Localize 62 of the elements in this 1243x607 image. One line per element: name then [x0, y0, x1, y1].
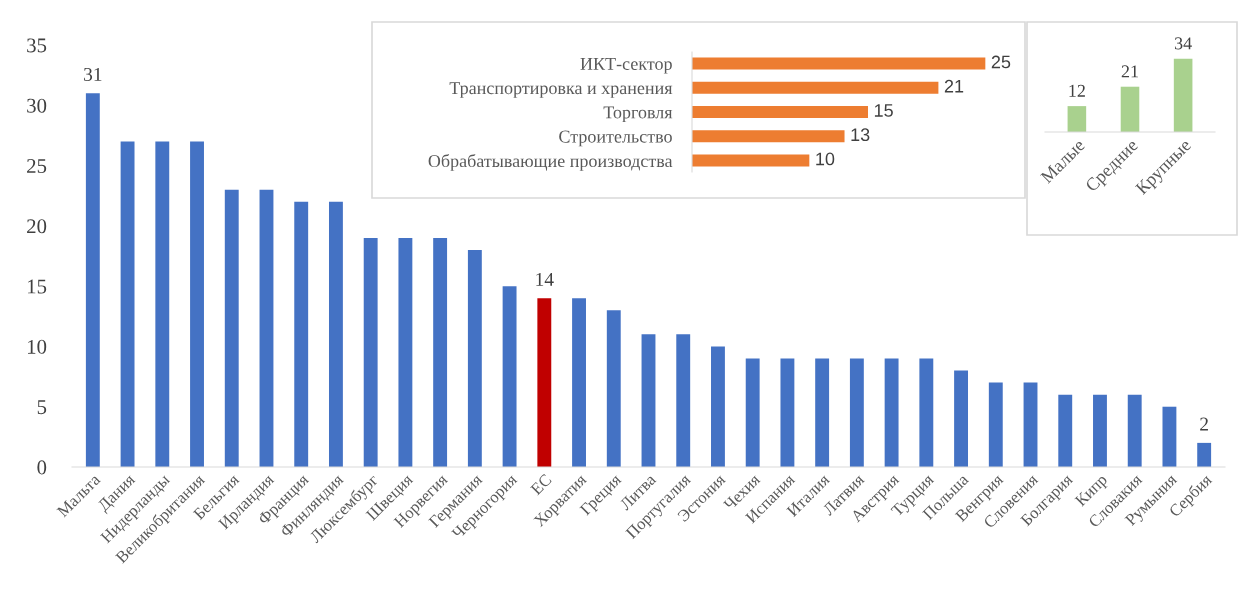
data-label: 2	[1200, 417, 1208, 431]
bar	[692, 154, 810, 167]
bar	[815, 358, 830, 467]
y-tick-label: Обрабатывающие производства	[428, 154, 673, 171]
bar	[190, 141, 204, 467]
y-tick-label: 25	[27, 159, 47, 173]
bar	[1058, 394, 1073, 467]
bar	[85, 93, 100, 467]
bar	[224, 189, 239, 467]
y-tick-label: 10	[28, 339, 47, 354]
bar	[363, 237, 378, 467]
bar	[467, 249, 482, 467]
y-tick-label: 20	[27, 219, 47, 234]
bar	[849, 358, 864, 467]
data-label: 14	[536, 272, 554, 286]
bar	[1162, 406, 1177, 467]
bar	[780, 358, 795, 467]
bar	[692, 130, 845, 143]
data-label: 25	[991, 55, 1011, 69]
bar	[954, 370, 969, 467]
bar	[692, 105, 868, 119]
data-label: 15	[874, 104, 893, 117]
data-label: 13	[851, 128, 870, 142]
data-label: 21	[1121, 65, 1138, 78]
bar	[641, 334, 656, 467]
bar	[294, 201, 309, 467]
bar	[1093, 394, 1107, 467]
y-tick-label: ИКТ-сектор	[580, 57, 672, 74]
bar	[1023, 382, 1038, 467]
bar	[988, 382, 1003, 467]
bar	[120, 141, 135, 467]
bar	[155, 141, 170, 467]
bar	[692, 81, 939, 94]
y-tick-label: 35	[27, 38, 47, 53]
y-tick-label: 30	[27, 98, 47, 113]
data-label: 10	[816, 152, 835, 166]
bar	[328, 201, 343, 467]
bar	[537, 298, 552, 467]
bar	[259, 189, 274, 467]
bar	[502, 286, 517, 467]
data-label: 34	[1174, 37, 1192, 50]
bar	[433, 237, 448, 467]
bar	[572, 298, 586, 467]
bar	[1197, 442, 1212, 467]
bar	[676, 334, 691, 467]
data-label: 31	[84, 67, 102, 81]
bar	[692, 57, 986, 70]
bar	[711, 346, 725, 467]
y-tick-label: Торговля	[603, 106, 673, 123]
y-tick-label: 15	[28, 279, 47, 294]
data-label: 21	[944, 79, 964, 93]
bar	[884, 358, 899, 467]
data-label: 12	[1069, 84, 1085, 97]
bar	[398, 237, 413, 467]
bar	[1127, 394, 1142, 467]
bar	[919, 358, 934, 467]
y-tick-label: Транспортировка и хранения	[449, 82, 673, 98]
y-tick-label: 5	[37, 400, 47, 415]
y-tick-label: Строительство	[559, 130, 672, 147]
y-tick-label: 0	[37, 460, 47, 475]
bar	[745, 358, 760, 467]
bar	[606, 310, 621, 467]
